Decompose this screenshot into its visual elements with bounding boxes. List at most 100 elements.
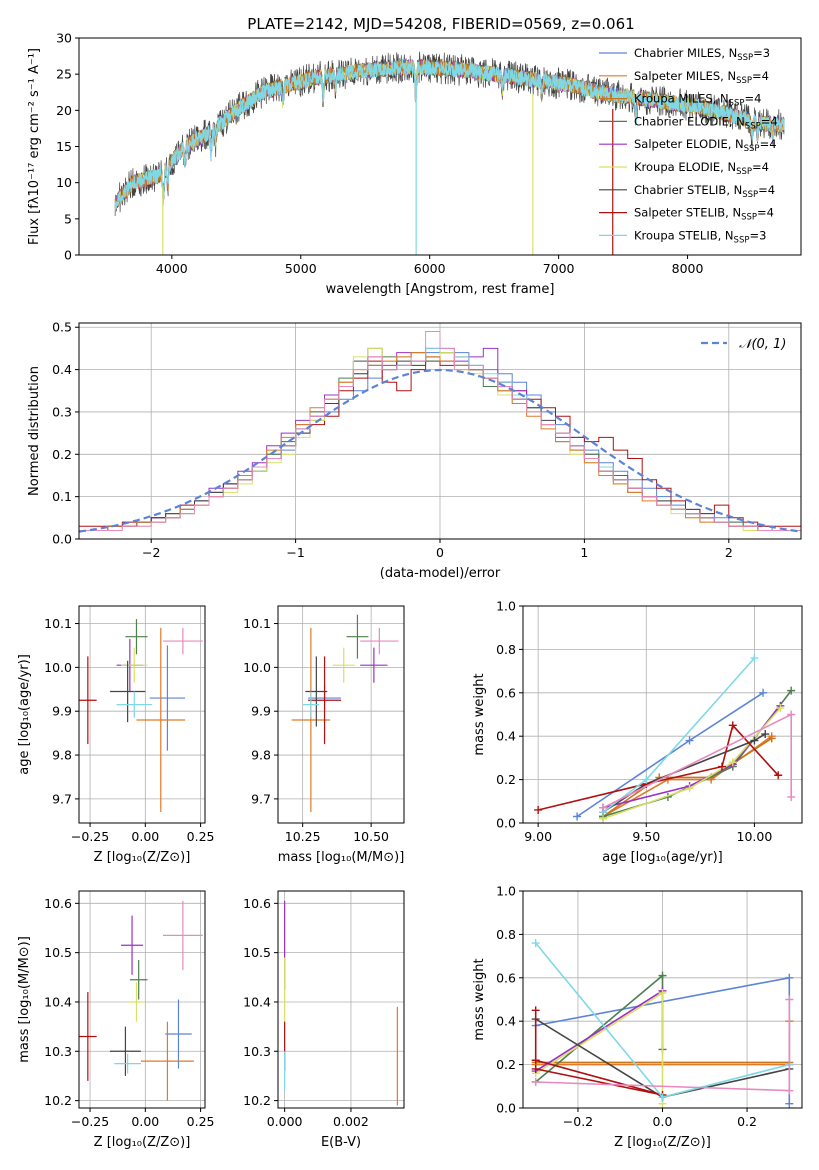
y-tick-label: 20 <box>56 103 72 118</box>
y-tick-label: 10.2 <box>44 1093 72 1108</box>
plot-area <box>79 331 801 533</box>
spectrum-line <box>114 58 785 211</box>
weight-marker <box>750 654 759 663</box>
legend-subscript: SSP <box>742 190 758 200</box>
y-tick-label: 10.3 <box>44 1044 72 1059</box>
x-tick-label: 5000 <box>285 261 317 276</box>
y-tick-label: 9.8 <box>251 748 271 763</box>
legend-subscript: SSP <box>729 99 745 109</box>
weight-marker <box>658 988 667 997</box>
y-tick-label: 10.4 <box>243 994 271 1009</box>
legend-entry: Chabrier ELODIE, NSSP=4 <box>634 114 778 131</box>
x-tick-label: 0.002 <box>333 1114 369 1129</box>
plot-area <box>534 654 796 823</box>
x-tick-label: 10.00 <box>737 829 773 844</box>
axes-frame <box>277 605 405 824</box>
legend-entry: Salpeter ELODIE, NSSP=4 <box>634 137 777 154</box>
weight-line <box>602 733 766 813</box>
y-tick-label: 10 <box>56 175 72 190</box>
y-tick-label: 9.7 <box>52 791 72 806</box>
y-tick-label: 30 <box>56 31 72 46</box>
y-tick-label: 0.2 <box>52 447 72 462</box>
x-axis-label: mass [log₁₀(M/M⊙)] <box>278 850 405 865</box>
weight-line <box>534 1010 663 1096</box>
legend-subscript: SSP <box>745 121 761 131</box>
y-tick-label: 0.8 <box>496 642 516 657</box>
plot-area <box>114 51 785 255</box>
y-axis-label: Flux [fλ10⁻¹⁷ erg cm⁻² s⁻¹ A⁻¹] <box>27 48 42 245</box>
plot-area <box>79 900 203 1101</box>
y-axis-label: mass weight <box>472 673 487 755</box>
panel-age-weight: 9.00 9.50 10.00 0.0 0.2 0.4 0.6 0.8 1.0 age [log₁… <box>472 599 803 865</box>
y-tick-label: 10.6 <box>44 896 72 911</box>
legend-value: =4 <box>752 69 769 83</box>
figure-title: PLATE=2142, MJD=54208, FIBERID=0569, z=0… <box>247 15 634 33</box>
weight-marker <box>728 721 737 730</box>
y-tick-label: 0.4 <box>52 362 72 377</box>
legend-value: =4 <box>744 92 761 106</box>
x-tick-label: −0.25 <box>71 829 109 844</box>
weight-line <box>602 737 773 818</box>
x-axis-label: age [log₁₀(age/yr)] <box>602 850 723 865</box>
weight-marker <box>531 1077 540 1086</box>
weight-marker <box>750 736 759 745</box>
x-tick-label: 0.000 <box>267 1114 303 1129</box>
x-tick-label: 0.2 <box>737 1114 757 1129</box>
x-axis-label: wavelength [Angstrom, rest frame] <box>326 282 555 297</box>
x-axis-label: Z [log₁₀(Z/Z⊙)] <box>94 850 191 865</box>
weight-marker <box>658 1093 667 1102</box>
legend-value: =4 <box>752 160 769 174</box>
weight-line <box>602 713 792 809</box>
y-axis-label: mass weight <box>472 958 487 1040</box>
weight-marker <box>776 703 785 712</box>
x-tick-label: 4000 <box>156 261 188 276</box>
weight-marker <box>774 771 783 780</box>
y-tick-label: 0.6 <box>496 970 516 985</box>
y-tick-label: 1.0 <box>496 599 516 614</box>
legend-entry: Kroupa STELIB, NSSP=3 <box>634 228 766 245</box>
legend-subscript: SSP <box>734 235 750 245</box>
legend-value: =4 <box>758 183 775 197</box>
axes-frame <box>277 890 405 1109</box>
x-tick-label: 9.00 <box>524 829 552 844</box>
x-tick-label: 0.00 <box>131 829 159 844</box>
weight-marker <box>599 803 608 812</box>
plot-area <box>284 900 398 1106</box>
y-tick-label: 10.1 <box>44 616 72 631</box>
y-tick-label: 15 <box>56 139 72 154</box>
axes-frame <box>78 890 206 1109</box>
legend-subscript: SSP <box>736 76 752 86</box>
x-tick-label: −1 <box>286 545 304 560</box>
normal-curve <box>79 368 801 533</box>
legend-entry: Chabrier MILES, NSSP=3 <box>634 46 770 63</box>
y-tick-label: 10.4 <box>44 994 72 1009</box>
legend-entry: Chabrier STELIB, NSSP=4 <box>634 183 775 200</box>
y-axis-label: age [log₁₀(age/yr)] <box>17 654 32 775</box>
x-tick-label: 0 <box>436 545 444 560</box>
x-tick-label: 0.0 <box>653 1114 673 1129</box>
y-tick-label: 5 <box>64 211 72 226</box>
y-tick-label: 0.5 <box>52 320 72 335</box>
x-axis-label: Z [log₁₀(Z/Z⊙)] <box>94 1135 191 1150</box>
x-axis-label: (data-model)/error <box>380 566 501 581</box>
y-tick-label: 0 <box>64 248 72 263</box>
legend-value: =3 <box>753 46 770 60</box>
weight-marker <box>658 971 667 980</box>
y-tick-label: 0.0 <box>496 1101 516 1116</box>
y-tick-label: 10.2 <box>243 1093 271 1108</box>
weight-marker <box>531 1064 540 1073</box>
x-tick-label: −0.25 <box>71 1114 109 1129</box>
legend-subscript: SSP <box>736 167 752 177</box>
weight-marker <box>761 730 770 739</box>
x-tick-label: 9.50 <box>632 829 660 844</box>
histogram-series <box>79 331 801 531</box>
y-axis-label: Normed distribution <box>27 366 42 496</box>
weight-marker <box>534 805 543 814</box>
legend-entry: Salpeter MILES, NSSP=4 <box>634 69 769 86</box>
panel-z-mass: −0.25 0.00 0.25 10.2 10.3 10.4 10.5 10.6 Z [log₁… <box>17 890 215 1150</box>
y-tick-label: 1.0 <box>496 884 516 899</box>
y-tick-label: 0.2 <box>496 1057 516 1072</box>
x-tick-label: 6000 <box>414 261 446 276</box>
weight-marker <box>785 995 794 1004</box>
x-tick-label: −2 <box>142 545 160 560</box>
